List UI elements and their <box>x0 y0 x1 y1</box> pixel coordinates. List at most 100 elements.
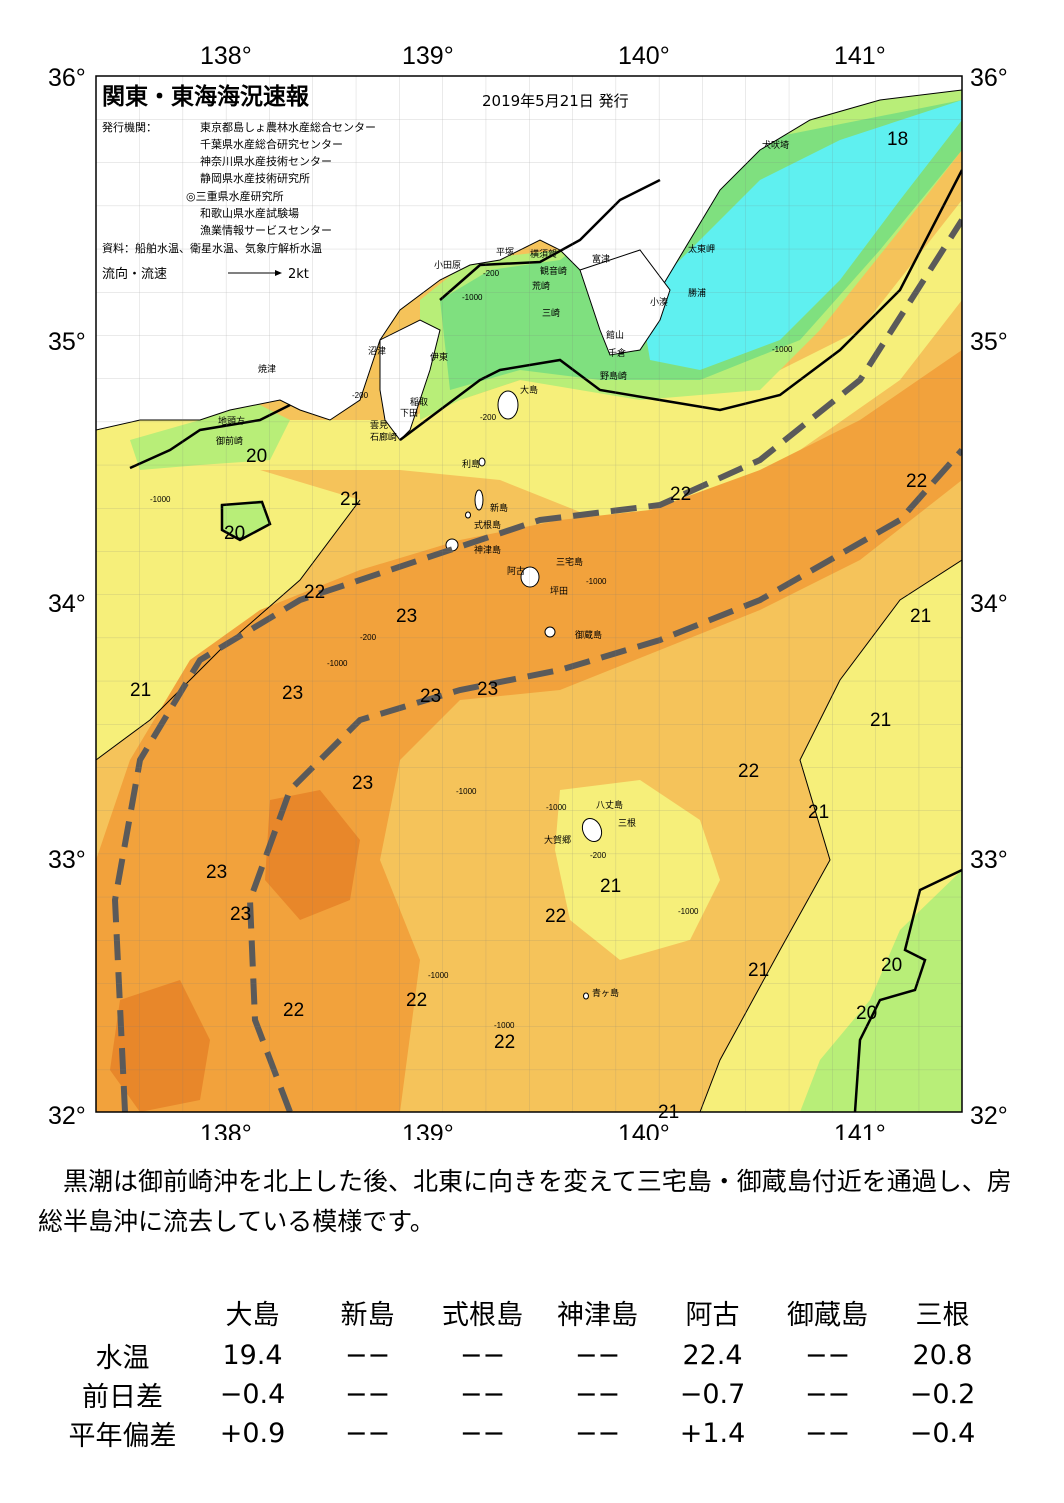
place-name: 御蔵島 <box>575 629 602 641</box>
table-col-header: 新島 <box>340 1299 395 1331</box>
place-name: 小湊 <box>650 296 668 308</box>
table-row-header: 水温 <box>95 1343 150 1374</box>
issue-date: 2019年5月21日 発行 <box>482 92 629 110</box>
place-name: 三崎 <box>542 307 560 319</box>
table-col-header: 大島 <box>225 1299 280 1331</box>
lat-label-right: 32° <box>970 1102 1008 1130</box>
table-col-header: 神津島 <box>557 1299 638 1331</box>
place-names: 犬吠埼 太東岬 勝浦 小湊 富津 観音崎 横須賀 平塚 小田原 荒崎 三崎 館山… <box>216 139 789 999</box>
depth-label: -1000 <box>150 495 171 504</box>
publisher-item: 神奈川県水産技術センター <box>200 154 332 168</box>
place-name: 伊東 <box>430 351 448 363</box>
lon-label-bottom: 139° <box>402 1120 454 1140</box>
isotherm-label: 23 <box>420 686 441 707</box>
table-cell: +1.4 <box>679 1418 746 1449</box>
place-name: 阿古 <box>507 565 525 577</box>
table-col-header: 御蔵島 <box>787 1299 868 1331</box>
place-name: 勝浦 <box>688 287 706 299</box>
place-name: 三宅島 <box>556 556 583 568</box>
data-sources: 資料：船舶水温、衛星水温、気象庁解析水温 <box>102 241 322 255</box>
table-cell: −0.2 <box>909 1379 976 1410</box>
place-name: 大賀郷 <box>544 834 571 846</box>
place-name: 石廊崎 <box>370 431 397 443</box>
place-name: 富津 <box>592 253 610 265</box>
table-cell: 20.8 <box>912 1340 973 1371</box>
table-col-header: 三根 <box>915 1299 970 1331</box>
table-corner <box>50 1288 195 1336</box>
place-name: 沼津 <box>368 346 386 357</box>
depth-label: -200 <box>360 633 377 642</box>
publisher-label: 発行機関： <box>102 120 157 134</box>
isotherm-label: 22 <box>906 471 927 492</box>
isotherm-label: 23 <box>230 904 251 925</box>
publisher-item: 千葉県水産総合研究センター <box>200 137 343 151</box>
isotherm-label: 21 <box>870 710 891 731</box>
lon-label-bottom: 141° <box>834 1120 886 1140</box>
place-name: 千倉 <box>608 347 626 359</box>
lon-label-top: 141° <box>834 42 886 70</box>
place-name: 太東岬 <box>688 243 715 255</box>
table-cell: −− <box>804 1418 851 1449</box>
table-cell: −− <box>344 1379 391 1410</box>
place-name: 大島 <box>520 384 538 396</box>
place-name: 荒崎 <box>532 280 550 292</box>
table-cell: −− <box>344 1340 391 1371</box>
isotherm-label: 21 <box>600 876 621 897</box>
table-cell: −− <box>804 1340 851 1371</box>
place-name: 式根島 <box>474 519 501 531</box>
isotherm-label: 23 <box>477 679 498 700</box>
isotherm-label: 23 <box>206 862 227 883</box>
table-cell: −− <box>459 1379 506 1410</box>
table-cell: −− <box>574 1340 621 1371</box>
table-cell: −− <box>574 1379 621 1410</box>
table-cell: −− <box>574 1418 621 1449</box>
lat-label-left: 36° <box>48 64 86 92</box>
isotherm-label: 21 <box>340 489 361 510</box>
place-name: 平塚 <box>496 247 514 258</box>
place-name: 小田原 <box>434 260 461 271</box>
table-cell: −− <box>459 1418 506 1449</box>
depth-label: -200 <box>483 269 500 278</box>
depth-label: -200 <box>590 851 607 860</box>
place-name: 稲取 <box>410 396 428 408</box>
table-cell: −0.4 <box>909 1418 976 1449</box>
isotherm-label: 22 <box>670 484 691 505</box>
table-row-header: 前日差 <box>82 1382 163 1413</box>
lon-label-top: 138° <box>200 42 252 70</box>
lon-label-top: 139° <box>402 42 454 70</box>
table-row: 前日差 −0.4 −− −− −− −0.7 −− −0.2 <box>50 1375 1000 1414</box>
place-name: 横須賀 <box>530 248 557 260</box>
table-col-header: 阿古 <box>685 1299 740 1331</box>
depth-label: -1000 <box>428 971 449 980</box>
depth-label: -200 <box>352 391 369 400</box>
depth-label: -1000 <box>546 803 567 812</box>
isotherm-label: 21 <box>808 802 829 823</box>
isotherm-label: 20 <box>246 446 267 467</box>
flow-legend-label: 流向・流速 <box>102 266 167 282</box>
depth-label: -1000 <box>456 787 477 796</box>
table-cell: 19.4 <box>222 1340 283 1371</box>
depth-labels: -200 -1000 -200 -1000 -200 -1000 -200 -1… <box>150 269 793 1030</box>
place-name: 野島崎 <box>600 370 627 382</box>
isotherm-label: 22 <box>494 1032 515 1053</box>
depth-label: -1000 <box>327 659 348 668</box>
lat-label-right: 34° <box>970 590 1008 618</box>
isotherm-label: 21 <box>130 680 151 701</box>
isotherm-label: 20 <box>224 523 245 544</box>
table-cell: −− <box>344 1418 391 1449</box>
lat-label-left: 32° <box>48 1102 86 1130</box>
map-title: 関東・東海海況速報 <box>102 83 310 110</box>
table-cell: −− <box>804 1379 851 1410</box>
lat-label-right: 35° <box>970 328 1008 356</box>
isotherm-label: 23 <box>396 606 417 627</box>
isotherm-label: 23 <box>352 773 373 794</box>
table-cell: −0.7 <box>679 1379 746 1410</box>
publisher-item: 東京都島しょ農林水産総合センター <box>200 120 376 134</box>
isotherm-label: 21 <box>748 960 769 981</box>
place-name: 新島 <box>490 502 508 514</box>
isotherm-label: 21 <box>658 1102 679 1123</box>
table-row-header: 平年偏差 <box>68 1421 177 1452</box>
place-name: 青ヶ島 <box>592 987 619 999</box>
place-name: 地頭方 <box>218 415 245 427</box>
depth-label: -1000 <box>494 1021 515 1030</box>
